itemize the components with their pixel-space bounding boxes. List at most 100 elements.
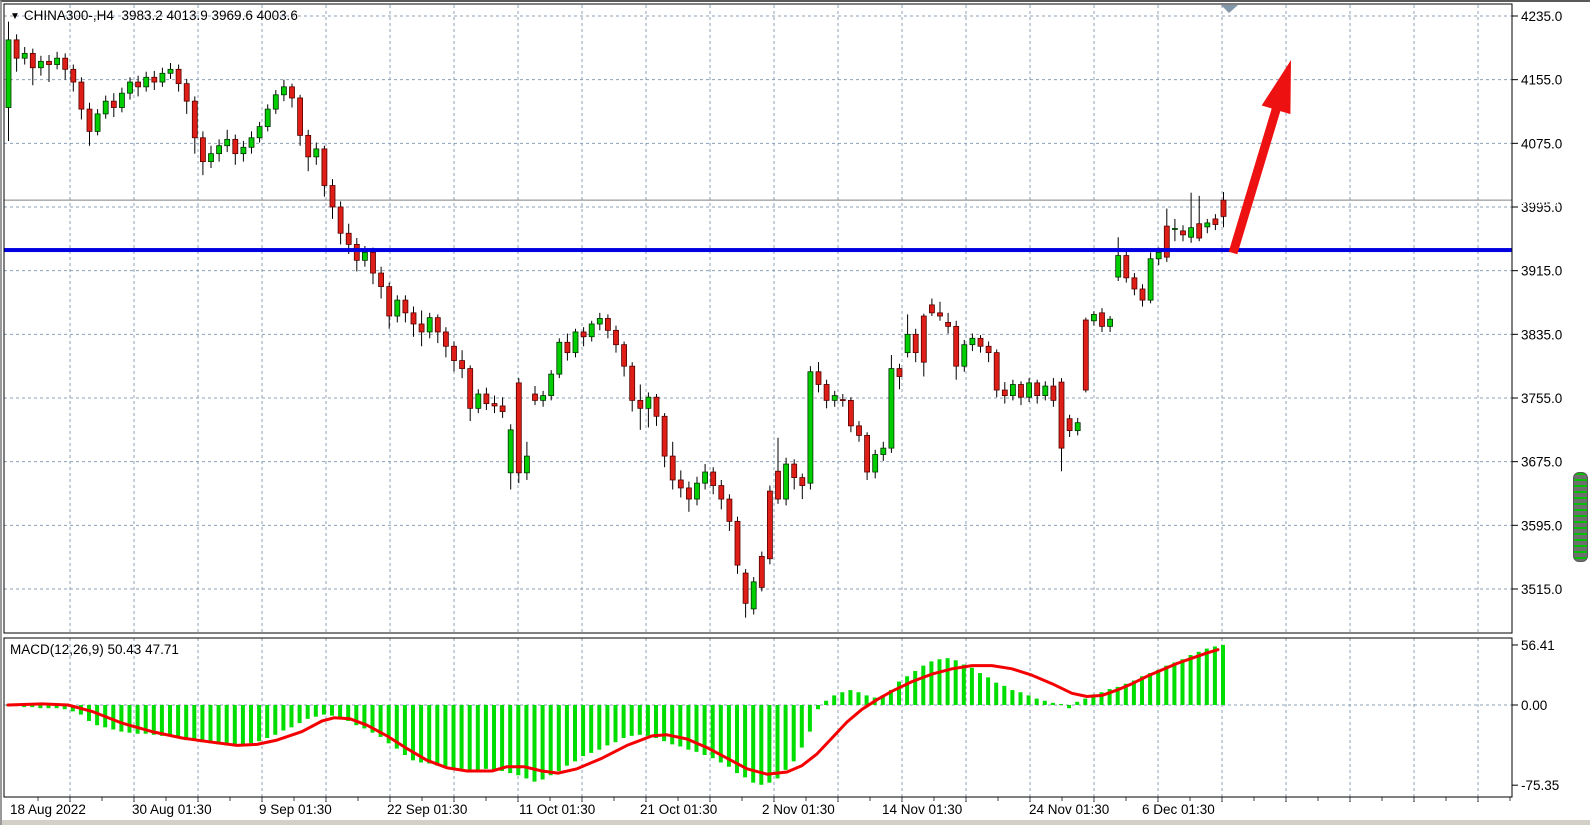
- candle-body: [217, 146, 222, 154]
- candle-body: [1124, 256, 1129, 278]
- macd-histogram-bar: [290, 705, 294, 727]
- macd-histogram-bar: [848, 690, 852, 705]
- price-axis-label: 3835.0: [1521, 327, 1562, 342]
- macd-histogram-bar: [217, 705, 221, 744]
- candle-body: [638, 400, 643, 408]
- top-marker-icon[interactable]: [1221, 5, 1238, 13]
- candle-body: [840, 400, 845, 401]
- macd-axis-label: -75.35: [1521, 778, 1559, 793]
- candle-body: [978, 338, 983, 346]
- candle-body: [176, 69, 181, 83]
- candle-body: [119, 93, 124, 107]
- candle-body: [1002, 390, 1007, 396]
- candle-body: [95, 114, 100, 132]
- date-label: 21 Oct 01:30: [640, 802, 717, 817]
- candle-body: [824, 384, 829, 400]
- candle-body: [605, 318, 610, 330]
- candle-body: [427, 318, 432, 332]
- macd-histogram-bar: [484, 705, 488, 769]
- macd-histogram-bar: [776, 705, 780, 778]
- candle-body: [55, 58, 60, 64]
- candle-body: [654, 397, 659, 416]
- candle-body: [686, 488, 691, 499]
- candle-body: [290, 87, 295, 98]
- macd-histogram-bar: [614, 705, 618, 742]
- candle-body: [1156, 252, 1161, 258]
- macd-indicator-label: MACD(12,26,9) 50.43 47.71: [10, 642, 179, 657]
- macd-axis-label: 0.00: [1521, 698, 1547, 713]
- macd-histogram-bar: [646, 705, 650, 736]
- macd-histogram-bar: [978, 673, 982, 705]
- candle-body: [751, 582, 756, 609]
- candle-body: [1075, 423, 1080, 431]
- candle-body: [986, 346, 991, 352]
- candle-body: [873, 455, 878, 473]
- macd-histogram-bar: [1019, 692, 1023, 705]
- price-axis-label: 3755.0: [1521, 391, 1562, 406]
- candle-body: [1067, 419, 1072, 431]
- candle-body: [273, 95, 278, 109]
- support-horizontal-line[interactable]: [4, 248, 1512, 252]
- macd-histogram-bar: [792, 705, 796, 761]
- macd-histogram-bar: [273, 705, 277, 735]
- macd-histogram-bar: [249, 705, 253, 743]
- candle-body: [1035, 383, 1040, 396]
- macd-histogram-bar: [1010, 690, 1014, 705]
- candle-body: [889, 369, 894, 449]
- candle-body: [1051, 386, 1056, 400]
- candle-body: [857, 426, 862, 436]
- candle-body: [103, 101, 108, 114]
- macd-histogram-bar: [1221, 645, 1225, 705]
- support-line-price-badge: 3940.9: [1515, 244, 1569, 260]
- vertical-scrollbar-thumb[interactable]: [1573, 472, 1588, 562]
- candle-body: [265, 109, 270, 127]
- macd-histogram-bar: [1213, 646, 1217, 705]
- candle-body: [1172, 228, 1177, 229]
- candle-body: [954, 326, 959, 366]
- candle-body: [38, 61, 43, 67]
- macd-histogram-bar: [573, 705, 577, 761]
- macd-histogram-bar: [597, 705, 601, 750]
- candle-body: [921, 316, 926, 362]
- trend-arrow-shaft[interactable]: [1233, 100, 1279, 253]
- candle-body: [241, 147, 246, 153]
- macd-histogram-bar: [897, 682, 901, 705]
- macd-histogram-bar: [233, 705, 237, 745]
- macd-histogram-bar: [816, 705, 820, 709]
- macd-histogram-bar: [565, 705, 569, 766]
- macd-histogram-bar: [946, 658, 950, 705]
- candle-body: [759, 556, 764, 587]
- macd-histogram-bar: [549, 705, 553, 775]
- candle-body: [905, 334, 910, 352]
- date-label: 22 Sep 01:30: [387, 802, 467, 817]
- candle-body: [330, 186, 335, 207]
- macd-histogram-bar: [1164, 666, 1168, 705]
- chart-title: ▼CHINA300-,H4 3983.2 4013.9 3969.6 4003.…: [10, 8, 298, 23]
- macd-histogram-bar: [435, 705, 439, 766]
- macd-histogram-bar: [686, 705, 690, 750]
- macd-histogram-bar: [281, 705, 285, 731]
- candle-body: [452, 346, 457, 360]
- macd-histogram-bar: [241, 705, 245, 744]
- macd-signal-line: [8, 650, 1218, 775]
- macd-histogram-bar: [452, 705, 456, 768]
- symbol-dropdown-icon[interactable]: ▼: [10, 11, 20, 22]
- candle-body: [524, 456, 529, 473]
- macd-histogram-bar: [306, 705, 310, 719]
- macd-histogram-bar: [508, 705, 512, 773]
- macd-histogram-bar: [160, 705, 164, 736]
- candle-body: [71, 69, 76, 82]
- macd-histogram-bar: [1083, 699, 1087, 705]
- candle-body: [767, 491, 772, 559]
- candle-body: [533, 394, 538, 400]
- candle-body: [597, 318, 602, 324]
- candle-body: [589, 324, 594, 337]
- candle-body: [1059, 382, 1064, 448]
- macd-histogram-bar: [87, 705, 91, 721]
- macd-histogram-bar: [1172, 662, 1176, 705]
- candle-body: [1205, 223, 1210, 227]
- macd-histogram-bar: [824, 701, 828, 705]
- trend-arrow-head[interactable]: [1262, 60, 1291, 114]
- price-axis-label: 4155.0: [1521, 73, 1562, 88]
- macd-histogram-bar: [119, 705, 123, 732]
